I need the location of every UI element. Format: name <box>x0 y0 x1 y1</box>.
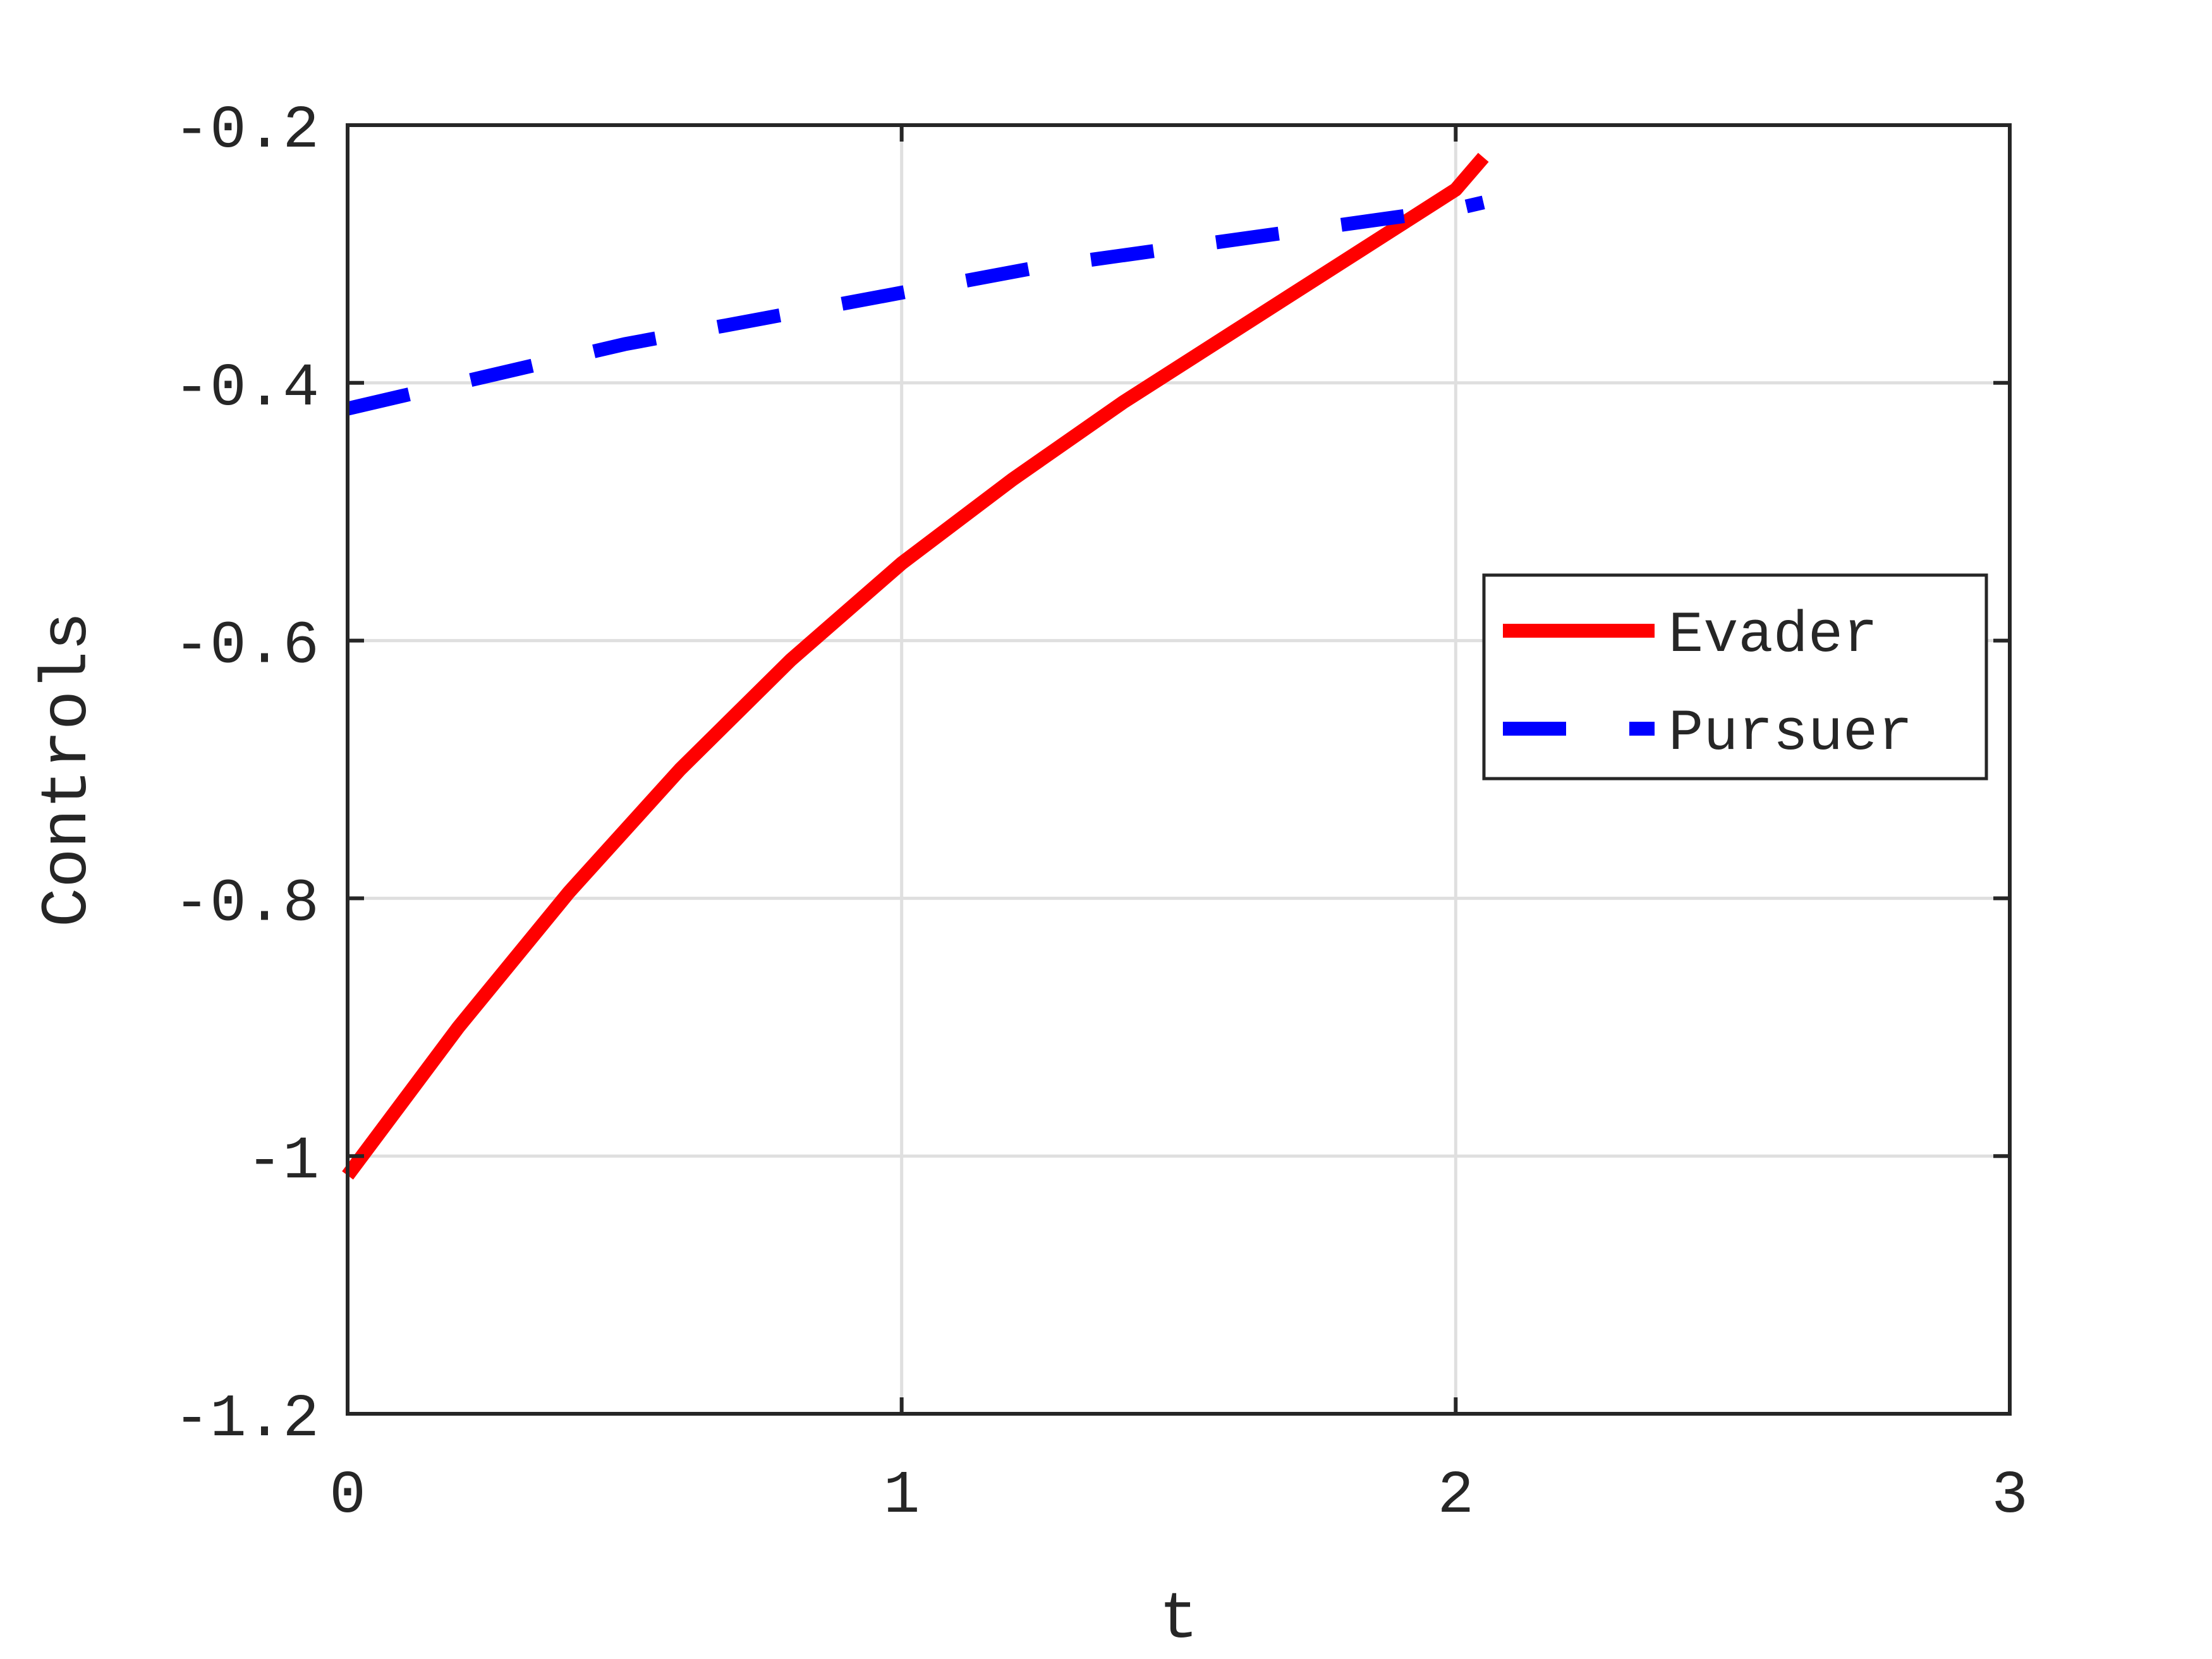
axes-box <box>346 123 2012 1416</box>
y-tick-label: -0.6 <box>174 612 319 681</box>
y-tick-label: -1 <box>246 1127 319 1196</box>
y-tick-label: -0.4 <box>174 354 319 423</box>
x-tick-label: 2 <box>1438 1461 1474 1530</box>
series-line-evader <box>342 152 1489 1180</box>
legend-box <box>1482 573 1988 781</box>
grid <box>348 125 2010 1414</box>
plot-series <box>342 152 1489 1180</box>
legend-label-evader: Evader <box>1668 602 1878 669</box>
series-line-pursuer <box>346 195 1485 416</box>
legend-label-pursuer: Pursuer <box>1668 700 1912 767</box>
y-tick-label: -0.2 <box>174 96 319 165</box>
y-tick-label: -0.8 <box>174 869 319 938</box>
x-tick-label: 1 <box>884 1461 920 1530</box>
x-axis-label: t <box>1159 1583 1198 1657</box>
x-tick-label: 0 <box>329 1461 366 1530</box>
legend: Evader Pursuer <box>1482 573 1988 781</box>
axis-ticks: 0 1 2 3 -1.2 -1 -0.8 -0.6 -0.4 -0.2 <box>174 96 2028 1530</box>
y-tick-label: -1.2 <box>174 1385 319 1454</box>
y-axis-label: Controls <box>31 612 106 927</box>
x-tick-label: 3 <box>1991 1461 2028 1530</box>
